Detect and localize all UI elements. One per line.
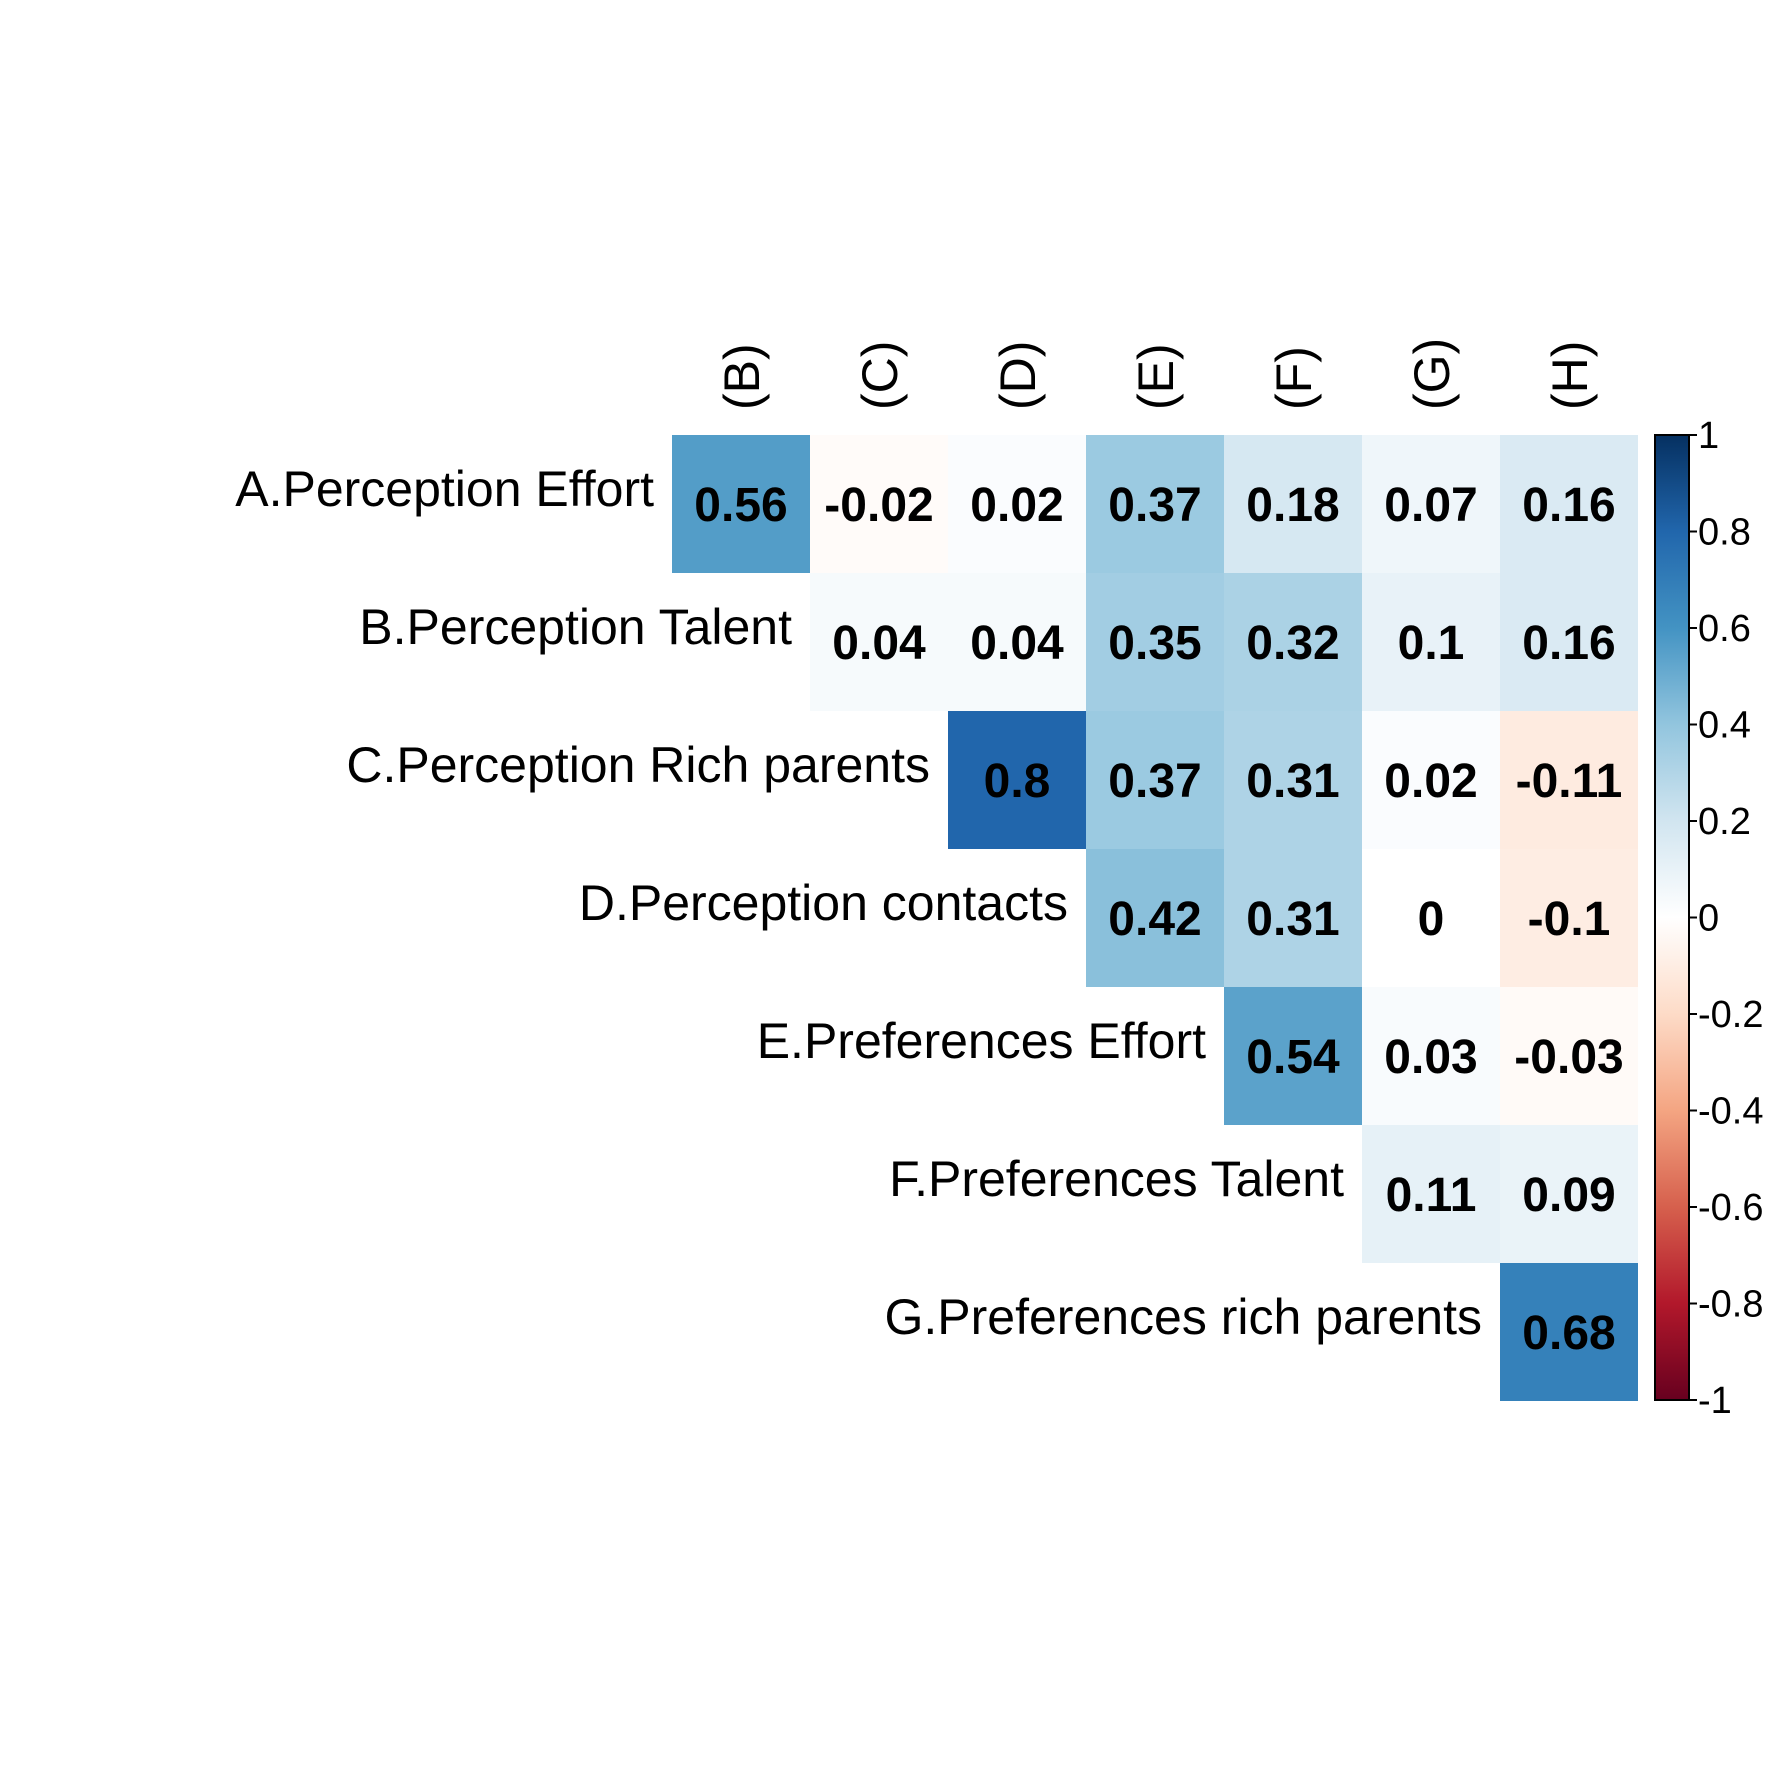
heatmap-cell: [1086, 711, 1224, 849]
cell-value-label: 0.09: [1522, 1169, 1615, 1222]
legend-tick-label: 0.6: [1698, 608, 1751, 650]
cell-value-label: -0.11: [1516, 755, 1623, 808]
column-label: (B): [714, 343, 770, 410]
row-label: F.Preferences Talent: [889, 1151, 1344, 1207]
column-label: (C): [852, 341, 908, 410]
cell-value-label: 0: [1418, 893, 1445, 946]
row-label: D.Perception contacts: [579, 875, 1068, 931]
cell-value-label: 0.11: [1386, 1169, 1477, 1222]
cell-value-label: 0.31: [1246, 893, 1339, 946]
legend-tick-label: -0.8: [1698, 1284, 1763, 1326]
heatmap-cell: [1224, 435, 1362, 573]
heatmap-cell: [948, 711, 1086, 849]
cell-value-label: 0.02: [970, 479, 1063, 532]
cell-value-label: -0.02: [824, 479, 933, 532]
cell-value-label: 0.16: [1522, 617, 1615, 670]
row-label: C.Perception Rich parents: [346, 737, 930, 793]
cell-value-label: 0.18: [1246, 479, 1339, 532]
legend-tick-label: 0.8: [1698, 512, 1751, 554]
heatmap-cell: [1362, 849, 1500, 987]
heatmap-cell: [1224, 849, 1362, 987]
cell-value-label: 0.42: [1108, 893, 1201, 946]
cell-value-label: 0.07: [1384, 479, 1477, 532]
cell-value-label: 0.1: [1398, 617, 1465, 670]
legend-tick-label: 0.2: [1698, 801, 1751, 843]
legend-tick-label: -0.4: [1698, 1091, 1763, 1133]
cell-value-label: 0.37: [1108, 755, 1201, 808]
heatmap-cell: [1500, 435, 1638, 573]
heatmap-cell: [1500, 573, 1638, 711]
heatmap-cell: [1500, 987, 1638, 1125]
row-labels: A.Perception Effort B.Perception Talent C.…: [235, 461, 1482, 1345]
row-label: G.Preferences rich parents: [885, 1289, 1483, 1345]
column-label: (H): [1542, 341, 1598, 410]
cell-value-label: 0.35: [1108, 617, 1201, 670]
column-label: (E): [1128, 343, 1184, 410]
heatmap-cell: [1224, 573, 1362, 711]
cell-value-label: -0.03: [1514, 1031, 1623, 1084]
color-legend: 1 0.8 0.6 0.4 0.2 0 -0.2 -0.4 -0.6 -0.8 -1: [1654, 415, 1763, 1422]
column-label: (G): [1404, 338, 1460, 410]
cell-value-label: 0.04: [970, 617, 1064, 670]
cell-value-label: 0.04: [832, 617, 926, 670]
row-label: A.Perception Effort: [235, 461, 654, 517]
heatmap-cell: [1362, 573, 1500, 711]
cell-value-label: 0.02: [1384, 755, 1477, 808]
cell-value-label: -0.1: [1528, 893, 1611, 946]
cell-value-label: 0.54: [1246, 1031, 1340, 1084]
cell-value-label: 0.68: [1522, 1307, 1615, 1360]
column-label: (F): [1266, 346, 1322, 410]
heatmap-cell: [1086, 849, 1224, 987]
cell-value-label: 0.8: [984, 755, 1051, 808]
legend-tick-label: 0.4: [1698, 705, 1751, 747]
heatmap-cell: [1086, 435, 1224, 573]
color-legend-ticks: 1 0.8 0.6 0.4 0.2 0 -0.2 -0.4 -0.6 -0.8 -1: [1689, 415, 1763, 1422]
cell-value-label: 0.32: [1246, 617, 1339, 670]
heatmap-cell: [1500, 849, 1638, 987]
heatmap-cell: [1362, 987, 1500, 1125]
heatmap-cell: [948, 435, 1086, 573]
heatmap-cell: [810, 435, 948, 573]
legend-tick-label: 1: [1698, 415, 1719, 457]
heatmap-cell: [1086, 573, 1224, 711]
heatmap-cell: [1500, 711, 1638, 849]
heatmap-cell: [1500, 1125, 1638, 1263]
color-legend-bar: [1654, 434, 1690, 1401]
legend-tick-label: 0: [1698, 898, 1719, 940]
legend-tick-label: -1: [1698, 1380, 1732, 1422]
cell-value-label: 0.56: [694, 479, 787, 532]
legend-tick-label: -0.6: [1698, 1187, 1763, 1229]
heatmap-cell: [948, 573, 1086, 711]
heatmap-cell: [810, 573, 948, 711]
row-label: E.Preferences Effort: [757, 1013, 1206, 1069]
heatmap-cell: [1224, 987, 1362, 1125]
cell-value-label: 0.31: [1246, 755, 1339, 808]
cell-value-label: 0.03: [1384, 1031, 1477, 1084]
heatmap-cell: [1362, 435, 1500, 573]
column-label: (D): [990, 341, 1046, 410]
row-label: B.Perception Talent: [359, 599, 792, 655]
heatmap-cell: [1362, 711, 1500, 849]
heatmap-cell: [1362, 1125, 1500, 1263]
cell-value-label: 0.37: [1108, 479, 1201, 532]
column-labels: (B) (C) (D) (E) (F) (G) (H): [714, 338, 1598, 410]
legend-tick-label: -0.2: [1698, 994, 1763, 1036]
heatmap-cell: [1224, 711, 1362, 849]
heatmap-cell: [672, 435, 810, 573]
heatmap-cells: 0.56 -0.02 0.02 0.37 0.18 0.07 0.16 0.04 0.04 0.3…: [672, 435, 1638, 1401]
heatmap-cell: [1500, 1263, 1638, 1401]
cell-value-label: 0.16: [1522, 479, 1615, 532]
